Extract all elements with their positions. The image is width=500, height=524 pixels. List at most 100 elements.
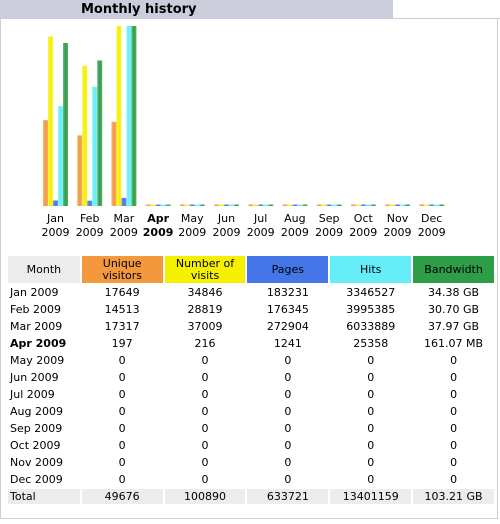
section-title-tab: Monthly history: [0, 0, 393, 19]
cell-month: Jul 2009: [10, 388, 55, 401]
cell-unique-visitors: 0: [118, 354, 126, 367]
cell-unique-visitors: 0: [118, 405, 126, 418]
total-cell-pages: 633721: [247, 489, 329, 504]
bar-hits-oct-2009: [365, 204, 371, 206]
table-row: May 2009 0 0 0 0 0: [8, 353, 494, 368]
cell-month: Jun 2009: [10, 371, 59, 384]
monthly-history-table: Month Unique visitors Number of visits Pag…: [6, 254, 496, 506]
x-tick-label-month: Jan: [46, 212, 64, 225]
cell-unique-visitors: 0: [118, 473, 126, 486]
cell-pages: 0: [284, 439, 292, 452]
cell-unique-visitors: 0: [118, 456, 126, 469]
cell-visits: 0: [201, 405, 209, 418]
x-tick-label-month: Dec: [421, 212, 442, 225]
cell-month: Sep 2009: [10, 422, 63, 435]
bar-unique_visitors-jun-2009: [214, 204, 219, 206]
total-cell-visits: 100890: [164, 489, 246, 504]
section-title: Monthly history: [81, 2, 197, 17]
bar-bandwidth-apr-2009: [165, 204, 171, 206]
cell-unique-visitors: 0: [118, 388, 126, 401]
cell-pages: 1241: [273, 337, 302, 350]
table-body: Jan 2009 17649 34846 183231 3346527 34.38 GB F…: [8, 285, 494, 504]
bar-visits-jan-2009: [48, 36, 53, 206]
table-row: Apr 2009 197 216 1241 25358 161.07 MB: [8, 336, 494, 351]
cell-visits: 0: [201, 439, 209, 452]
cell-visits: 0: [201, 456, 209, 469]
bar-pages-oct-2009: [360, 204, 366, 206]
bar-bandwidth-jun-2009: [234, 204, 239, 206]
bar-pages-jan-2009: [53, 200, 58, 206]
cell-month: May 2009: [10, 354, 65, 367]
column-header-pages: Pages: [247, 256, 329, 283]
cell-month: Nov 2009: [10, 456, 63, 469]
bar-pages-dec-2009: [429, 204, 435, 206]
bar-hits-may-2009: [194, 204, 200, 206]
bar-bandwidth-oct-2009: [370, 204, 376, 206]
total-cell-unique-visitors: 49676: [81, 489, 163, 504]
bar-visits-sep-2009: [321, 204, 327, 206]
x-tick-label-year: 2009: [281, 226, 309, 239]
cell-hits: 0: [367, 439, 375, 452]
table-row: Feb 2009 14513 28819 176345 3995385 30.70 GB: [8, 302, 494, 317]
bar-unique_visitors-sep-2009: [316, 204, 322, 206]
bar-unique_visitors-mar-2009: [111, 121, 117, 206]
bar-visits-dec-2009: [424, 204, 430, 206]
cell-hits: 0: [367, 456, 375, 469]
x-tick-label-month: Sep: [319, 212, 340, 225]
cell-unique-visitors: 0: [118, 371, 126, 384]
table-row: Nov 2009 0 0 0 0 0: [8, 455, 494, 470]
cell-month: Mar 2009: [10, 320, 63, 333]
bar-pages-apr-2009: [155, 204, 161, 206]
bar-unique_visitors-may-2009: [179, 204, 185, 206]
cell-bandwidth: 37.97 GB: [428, 320, 480, 333]
cell-visits: 0: [201, 473, 209, 486]
cell-visits: 0: [201, 371, 209, 384]
cell-unique-visitors: 0: [118, 422, 126, 435]
column-header-unique-visitors: Unique visitors: [81, 256, 163, 283]
bar-pages-sep-2009: [326, 204, 332, 206]
cell-hits: 0: [367, 422, 375, 435]
cell-month: Oct 2009: [10, 439, 61, 452]
cell-visits: 0: [201, 422, 209, 435]
x-tick-label-year: 2009: [315, 226, 343, 239]
cell-pages: 0: [284, 422, 292, 435]
table-row: Jan 2009 17649 34846 183231 3346527 34.38 GB: [8, 285, 494, 300]
x-tick-label-year: 2009: [247, 226, 275, 239]
bar-pages-jun-2009: [224, 204, 229, 206]
bar-visits-jul-2009: [253, 204, 259, 206]
cell-visits: 37009: [187, 320, 223, 333]
cell-unique-visitors: 17317: [104, 320, 140, 333]
x-tick-label-year: 2009: [349, 226, 377, 239]
cell-bandwidth: 0: [450, 388, 458, 401]
bar-pages-nov-2009: [395, 204, 400, 206]
table-total-row: Total 49676 100890 633721 13401159 103.21 GB: [8, 489, 494, 504]
cell-hits: 3995385: [346, 303, 396, 316]
table-row: Mar 2009 17317 37009 272904 6033889 37.97 GB: [8, 319, 494, 334]
bar-bandwidth-aug-2009: [302, 204, 308, 206]
cell-hits: 0: [367, 405, 375, 418]
cell-bandwidth: 0: [450, 439, 458, 452]
table-header-row: Month Unique visitors Number of visits Pag…: [8, 256, 494, 283]
x-tick-label-month: Feb: [80, 212, 99, 225]
bar-hits-jan-2009: [58, 106, 63, 206]
bar-unique_visitors-jan-2009: [43, 120, 48, 206]
cell-pages: 176345: [266, 303, 309, 316]
bar-unique_visitors-feb-2009: [77, 135, 83, 206]
cell-month: Apr 2009: [10, 337, 67, 350]
bar-unique_visitors-apr-2009: [145, 204, 151, 206]
cell-hits: 0: [367, 371, 375, 384]
cell-hits: 0: [367, 388, 375, 401]
x-tick-label-month: Jun: [217, 212, 235, 225]
cell-month: Aug 2009: [10, 405, 63, 418]
bar-visits-apr-2009: [150, 204, 156, 206]
cell-month: Dec 2009: [10, 473, 63, 486]
bar-hits-sep-2009: [331, 204, 337, 206]
bar-visits-jun-2009: [219, 204, 224, 206]
cell-bandwidth: 0: [450, 354, 458, 367]
bar-unique_visitors-oct-2009: [350, 204, 356, 206]
cell-pages: 0: [284, 371, 292, 384]
cell-hits: 25358: [353, 337, 389, 350]
table-row: Aug 2009 0 0 0 0 0: [8, 404, 494, 419]
cell-pages: 272904: [266, 320, 309, 333]
bar-bandwidth-may-2009: [199, 204, 205, 206]
